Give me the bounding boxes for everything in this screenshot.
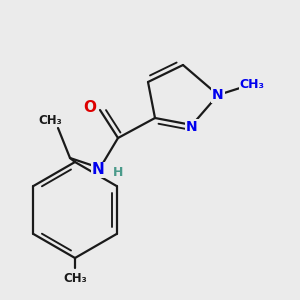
Text: CH₃: CH₃ <box>38 113 62 127</box>
Text: H: H <box>113 167 123 179</box>
Text: CH₃: CH₃ <box>239 79 265 92</box>
Text: N: N <box>92 163 104 178</box>
Text: N: N <box>186 120 198 134</box>
Text: O: O <box>83 100 97 116</box>
Text: N: N <box>212 88 224 102</box>
Text: CH₃: CH₃ <box>63 272 87 284</box>
